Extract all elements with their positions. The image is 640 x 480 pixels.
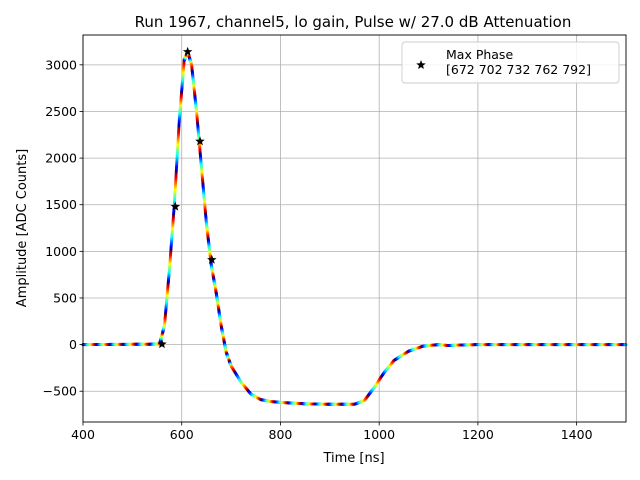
x-tick-label: 1400 (561, 427, 593, 442)
legend-label-line2: [672 702 732 762 792] (446, 62, 591, 77)
x-tick-label: 600 (170, 427, 194, 442)
max-phase-marker (207, 254, 217, 264)
max-phase-marker (182, 46, 193, 56)
y-tick-label: 500 (53, 290, 77, 305)
grid (82, 35, 626, 422)
pulse-series (81, 50, 628, 406)
legend-label-line1: Max Phase (446, 47, 513, 62)
legend-star-marker (416, 60, 426, 70)
max-phase-marker (195, 136, 205, 146)
y-axis-label: Amplitude [ADC Counts] (15, 149, 30, 307)
legend: Max Phase [672 702 732 762 792] (401, 41, 620, 84)
y-tick-label: 2000 (45, 151, 77, 166)
max-phase-series (157, 46, 217, 349)
plot-frame (82, 34, 627, 423)
axis-ticks: 400 600 800 1000 1200 1400 −500 0 500 1000 1500 200… (43, 57, 593, 442)
y-tick-label: −500 (43, 384, 77, 399)
x-tick-label: 1000 (363, 427, 395, 442)
x-tick-label: 800 (269, 427, 293, 442)
x-tick-label: 1200 (462, 427, 494, 442)
y-tick-label: 1000 (45, 244, 77, 259)
chart-title: Run 1967, channel5, lo gain, Pulse w/ 27… (135, 13, 572, 31)
x-tick-label: 400 (71, 427, 95, 442)
max-phase-marker (157, 339, 167, 349)
y-tick-label: 3000 (45, 57, 77, 72)
max-phase-marker (170, 201, 181, 211)
y-tick-label: 2500 (45, 104, 77, 119)
legend-box (401, 41, 620, 84)
y-tick-label: 1500 (45, 197, 77, 212)
x-axis-label: Time [ns] (322, 451, 384, 466)
y-tick-label: 0 (69, 337, 77, 352)
